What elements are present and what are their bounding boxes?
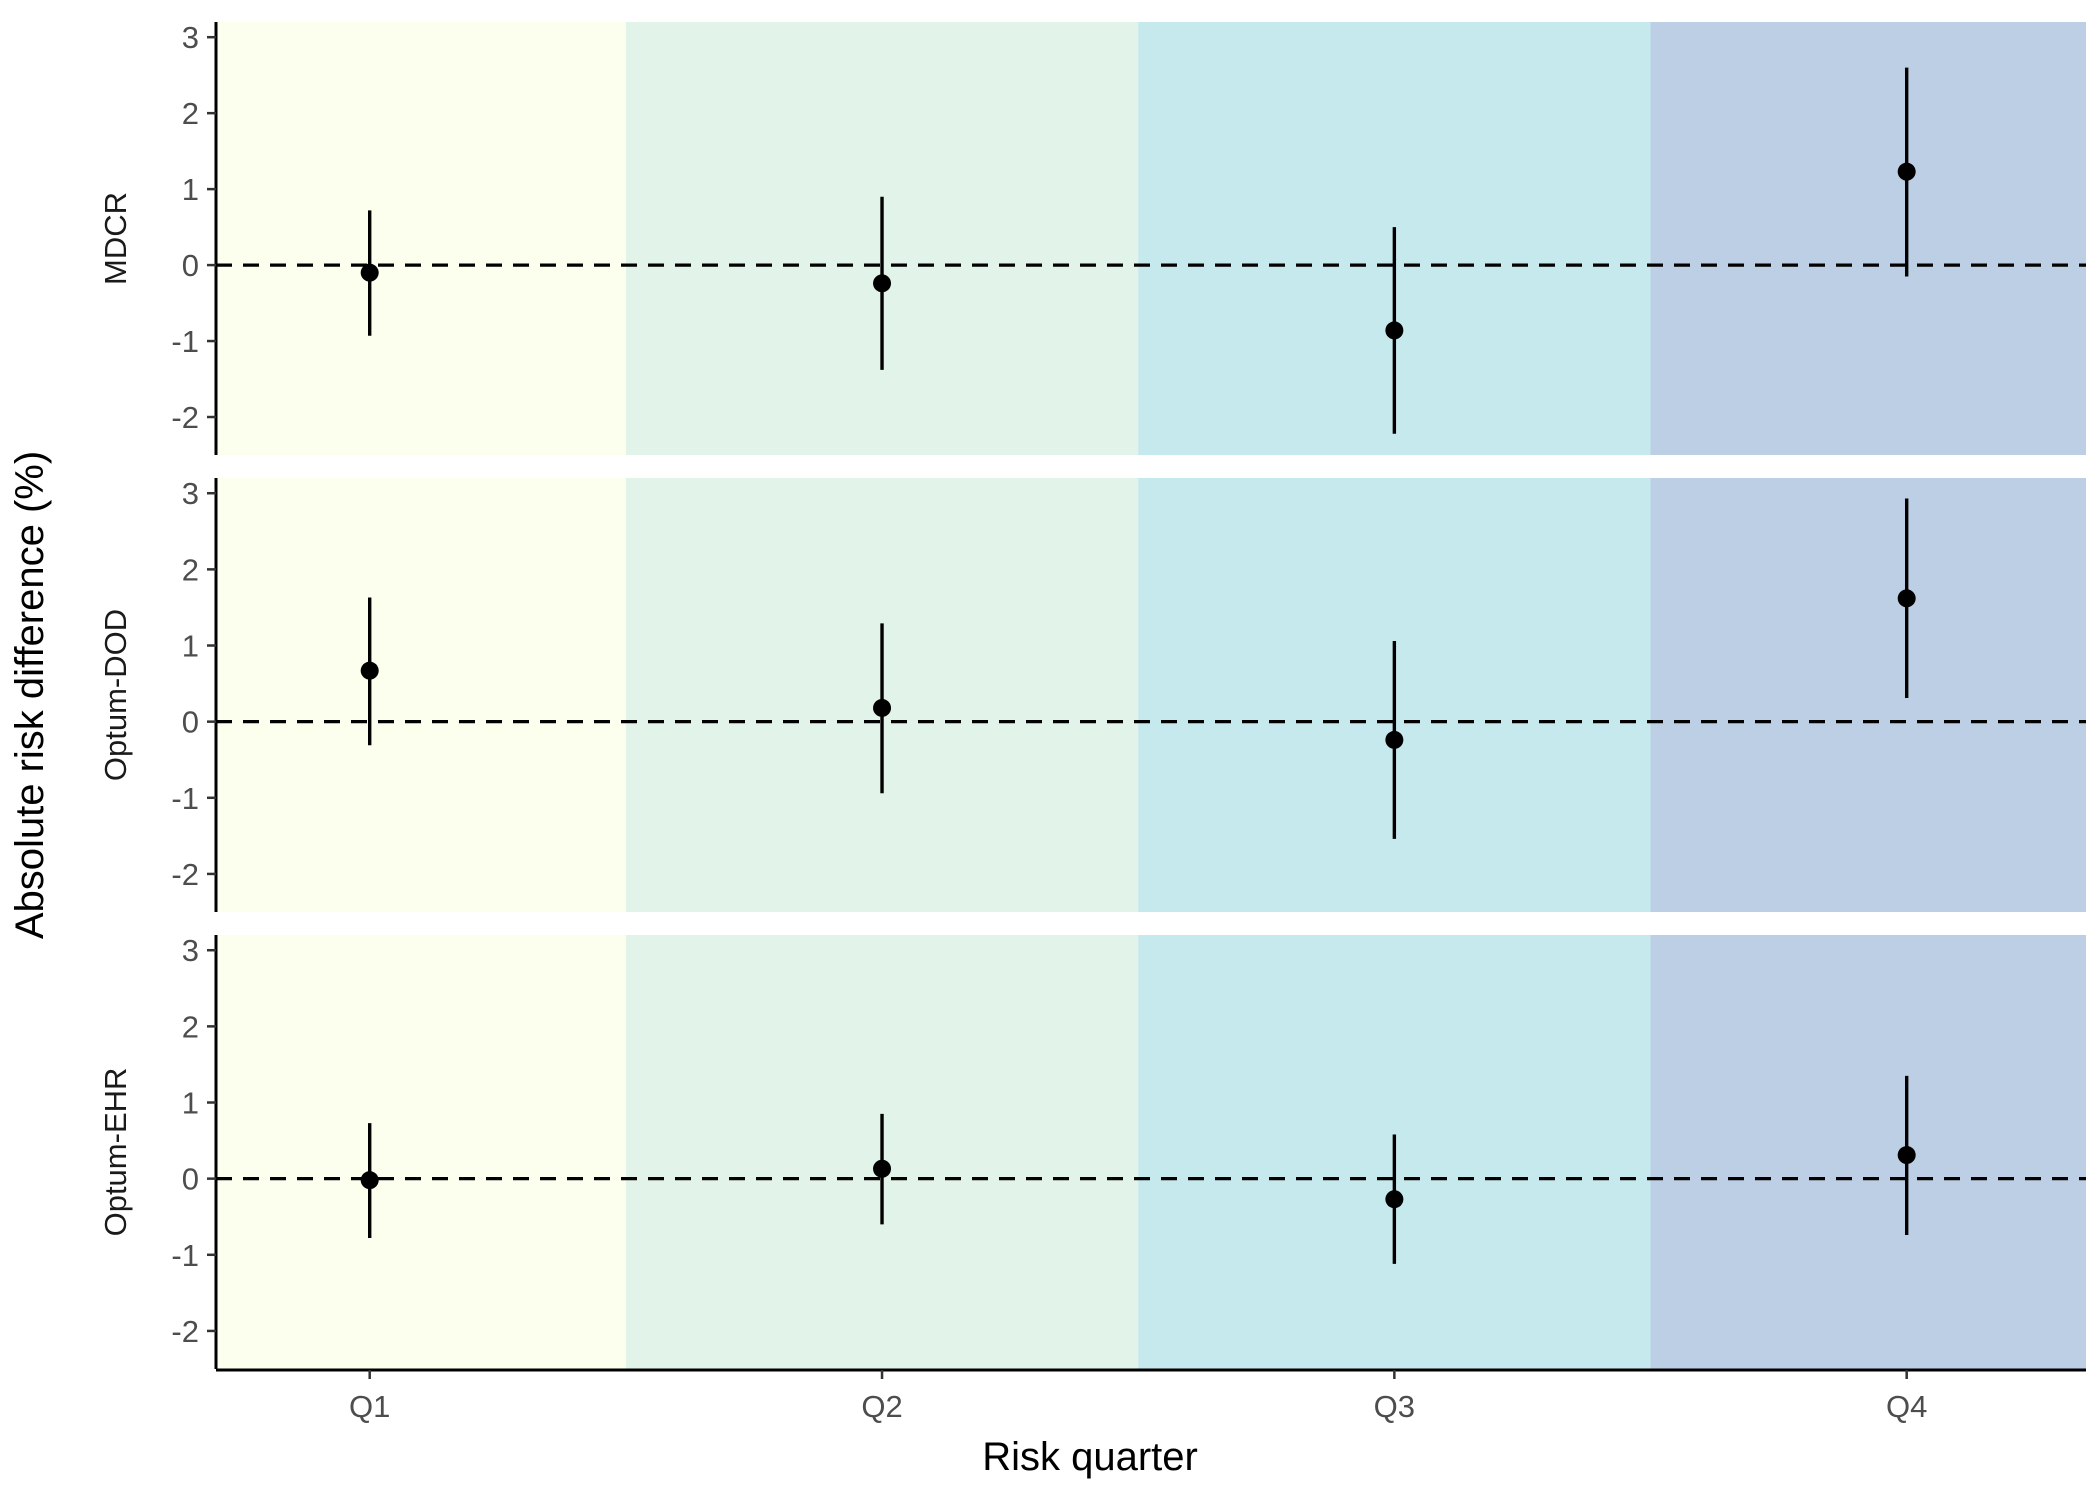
x-tick-label: Q3 [1374, 1389, 1415, 1424]
band-q1 [216, 935, 626, 1369]
zero-reference-lines [216, 263, 2086, 1181]
facet-label: Optum-DOD [98, 609, 133, 781]
point-q1 [360, 263, 379, 282]
x-axis-title: Risk quarter [982, 1435, 1198, 1479]
band-q1 [216, 22, 626, 455]
point-q4 [1897, 162, 1916, 181]
y-tick-label: -2 [171, 857, 199, 892]
labels: -2 -1 0 1 2 3 MDCR -2 -1 0 1 2 3 Optum-DOD -2 -1 0 1 2 3 Opt… [98, 20, 1927, 1424]
facet-label: Optum-EHR [98, 1068, 133, 1237]
x-tick-label: Q4 [1886, 1389, 1927, 1424]
y-tick-label: -2 [171, 1314, 199, 1349]
band-q1 [216, 478, 626, 912]
band-q4 [1650, 935, 2086, 1369]
y-tick-label: 3 [182, 476, 199, 511]
y-tick-label: 1 [182, 1086, 199, 1121]
point-q4 [1897, 589, 1916, 608]
y-tick-label: 3 [182, 20, 199, 55]
band-q4 [1650, 22, 2086, 455]
point-q1 [360, 661, 379, 680]
band-q4 [1650, 478, 2086, 912]
background-bands [216, 22, 2086, 1369]
y-tick-label: 3 [182, 933, 199, 968]
y-tick-label: 1 [182, 629, 199, 664]
y-tick-label: 0 [182, 248, 199, 283]
y-tick-label: 1 [182, 172, 199, 207]
point-q2 [873, 698, 892, 717]
x-tick-label: Q2 [861, 1389, 902, 1424]
y-tick-label: 2 [182, 96, 199, 131]
point-q3 [1385, 1190, 1404, 1209]
y-tick-label: -1 [171, 1238, 199, 1273]
point-q2 [873, 274, 892, 293]
x-tick-label: Q1 [349, 1389, 390, 1424]
data-marks [360, 67, 1916, 1264]
facet-label: MDCR [98, 192, 133, 285]
y-tick-label: -1 [171, 781, 199, 816]
y-tick-label: 2 [182, 552, 199, 587]
point-q3 [1385, 321, 1404, 340]
y-tick-label: -2 [171, 400, 199, 435]
y-tick-label: 2 [182, 1009, 199, 1044]
y-axis-title: Absolute risk difference (%) [8, 451, 52, 939]
y-tick-label: 0 [182, 705, 199, 740]
point-q1 [360, 1171, 379, 1190]
y-tick-label: 0 [182, 1162, 199, 1197]
axes [207, 22, 2086, 1379]
y-tick-label: -1 [171, 324, 199, 359]
point-q3 [1385, 730, 1404, 749]
point-q2 [873, 1159, 892, 1178]
point-q4 [1897, 1146, 1916, 1165]
